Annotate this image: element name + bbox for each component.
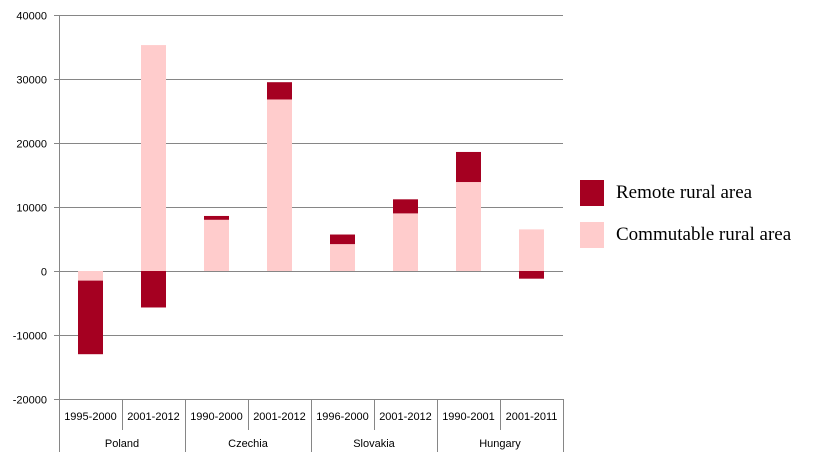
- category-label: 2001-2011: [506, 411, 558, 423]
- y-tick-label: 0: [41, 267, 47, 279]
- category-label: 2001-2012: [379, 411, 432, 423]
- y-tick-label: -20000: [13, 395, 47, 407]
- bar-commutable: [330, 244, 355, 271]
- gridlines: [59, 15, 563, 400]
- bar-commutable: [267, 99, 292, 271]
- bar-remote: [393, 199, 418, 214]
- legend-swatch-commutable: [580, 222, 604, 248]
- category-label: 1990-2001: [442, 411, 495, 423]
- legend-item-commutable: Commutable rural area: [580, 222, 791, 248]
- category-label: 1990-2000: [190, 411, 243, 423]
- bar-commutable: [141, 45, 166, 271]
- bar-remote: [204, 215, 229, 220]
- bar-commutable: [519, 229, 544, 271]
- bar-commutable: [456, 182, 481, 271]
- category-label: 2001-2012: [127, 411, 180, 423]
- bar-remote: [519, 271, 544, 279]
- y-tick-label: 10000: [16, 203, 47, 215]
- group-label: Poland: [105, 438, 139, 450]
- y-tick-label: 20000: [16, 139, 47, 151]
- bar-commutable: [78, 271, 103, 281]
- legend-label-commutable: Commutable rural area: [616, 224, 792, 245]
- group-label: Hungary: [479, 438, 521, 450]
- tick-labels: -20000 -10000 0 10000 20000 30000 40000 1995-20…: [13, 11, 558, 451]
- bar-remote: [267, 82, 292, 100]
- group-label: Czechia: [228, 438, 269, 450]
- category-label: 1996-2000: [316, 411, 369, 423]
- legend-label-remote: Remote rural area: [616, 182, 753, 203]
- y-tick-label: -10000: [13, 331, 47, 343]
- bar-commutable: [204, 219, 229, 271]
- y-tick-label: 30000: [16, 75, 47, 87]
- legend-item-remote: Remote rural area: [580, 180, 752, 206]
- bar-remote: [456, 151, 481, 183]
- axes: [54, 15, 564, 452]
- bar-remote: [330, 234, 355, 245]
- bar-remote: [141, 271, 166, 308]
- category-label: 1995-2000: [64, 411, 117, 423]
- y-tick-label: 40000: [16, 11, 47, 23]
- group-label: Slovakia: [353, 438, 395, 450]
- bar-commutable: [393, 213, 418, 271]
- legend-swatch-remote: [580, 180, 604, 206]
- category-label: 2001-2012: [253, 411, 306, 423]
- bar-remote: [78, 280, 103, 355]
- bars: [78, 45, 544, 355]
